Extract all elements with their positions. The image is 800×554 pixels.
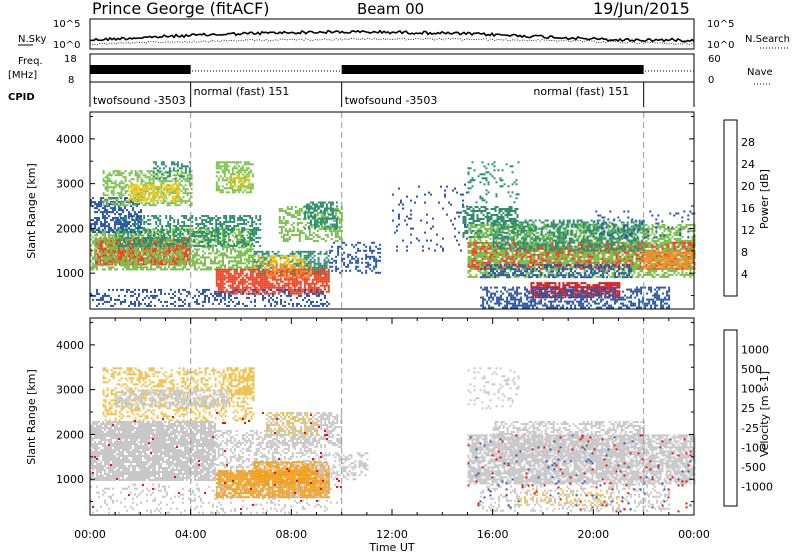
- noise-right-tick-bottom: 10^0: [707, 40, 734, 51]
- time-tick-label: 04:00: [175, 528, 207, 541]
- colorbar-tick-label: 8: [741, 246, 748, 259]
- freq-unit: [MHz]: [8, 70, 37, 81]
- noise-left-tick-bottom: 10^0: [53, 40, 80, 51]
- cpid-mode-label: normal (fast) 151: [533, 85, 629, 98]
- freq-label: Freq.: [18, 56, 43, 67]
- time-tick-label: 12:00: [376, 528, 408, 541]
- freq-tick-top: 18: [64, 54, 77, 65]
- noise-panel: N.Sky 10^5 10^0 10^5 10^0 N.Search: [18, 19, 790, 51]
- power-panel: 1000 2000 3000 4000 Slant Range [km] 28 24 20…: [25, 112, 771, 309]
- colorbar-tick-label: 28: [741, 136, 755, 149]
- colorbar-tick-label: 24: [741, 158, 755, 171]
- power-colorbar-label: Power [dB]: [758, 169, 771, 229]
- freq-series: [90, 65, 644, 74]
- cpid-mode-label: twofsound -3503: [345, 94, 438, 107]
- noise-sky-series: [90, 31, 694, 42]
- noise-left-tick-top: 10^5: [53, 19, 80, 30]
- noise-right-label: N.Search: [745, 34, 790, 45]
- nave-tick-bottom: 0: [708, 75, 714, 86]
- nave-label: Nave: [747, 67, 773, 78]
- freq-segment: [342, 65, 644, 74]
- velocity-data: [90, 367, 696, 513]
- time-tick-label: 00:00: [74, 528, 106, 541]
- nave-tick-top: 60: [708, 54, 721, 65]
- noise-right-tick-top: 10^5: [707, 19, 734, 30]
- colorbar-tick-label: 25: [741, 402, 755, 415]
- cpid-panel: CPID twofsound -3503 normal (fast) 151 t…: [8, 82, 694, 107]
- colorbar-tick-label: -500: [741, 461, 766, 474]
- colorbar-tick-label: 4: [741, 268, 748, 281]
- cpid-label: CPID: [8, 92, 35, 103]
- range-tick-label: 1000: [56, 267, 84, 280]
- range-tick-label: 2000: [56, 428, 84, 441]
- cpid-mode-label: twofsound -3503: [93, 94, 186, 107]
- colorbar-tick-label: 1000: [741, 344, 769, 357]
- time-tick-label: 20:00: [577, 528, 609, 541]
- range-tick-label: 3000: [56, 178, 84, 191]
- range-tick-label: 4000: [56, 339, 84, 352]
- noise-left-label: N.Sky: [18, 34, 46, 45]
- colorbar-tick-label: 16: [741, 202, 755, 215]
- time-axis-label: Time UT: [368, 541, 414, 554]
- freq-segment: [90, 65, 191, 74]
- time-tick-label: 00:00: [678, 528, 710, 541]
- time-tick-label: 16:00: [477, 528, 509, 541]
- power-ylabel: Slant Range [km]: [25, 163, 38, 259]
- range-tick-label: 4000: [56, 133, 84, 146]
- noise-panel-frame: [90, 19, 694, 49]
- velocity-colorbar-label: Velocity [m s-1]: [758, 371, 771, 457]
- time-tick-label: 08:00: [275, 528, 307, 541]
- range-tick-label: 1000: [56, 473, 84, 486]
- velocity-ylabel: Slant Range [km]: [25, 369, 38, 465]
- colorbar-tick-label: 12: [741, 224, 755, 237]
- range-tick-label: 3000: [56, 384, 84, 397]
- colorbar-tick-label: -25: [741, 422, 759, 435]
- power-colorbar: 28 24 20 16 12 8 4: [724, 120, 755, 296]
- colorbar-tick-label: -1000: [741, 480, 773, 493]
- power-data: [90, 161, 696, 308]
- colorbar-tick-label: 20: [741, 180, 755, 193]
- cpid-mode-label: normal (fast) 151: [194, 85, 290, 98]
- frequency-panel: Freq. [MHz] 18 8 60 0 Nave: [8, 54, 773, 86]
- freq-tick-bottom: 8: [68, 75, 74, 86]
- range-tick-label: 2000: [56, 222, 84, 235]
